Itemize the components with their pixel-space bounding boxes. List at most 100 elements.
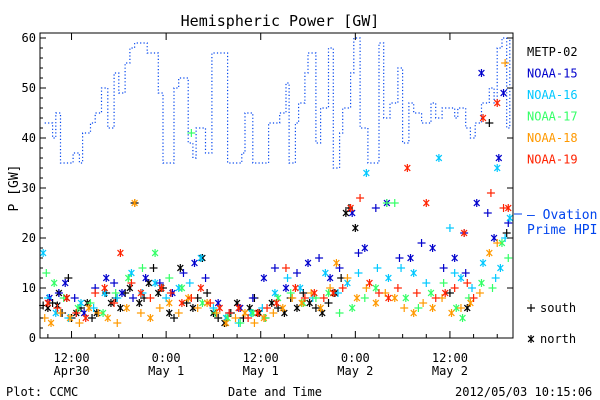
north-point — [216, 304, 224, 312]
north-point — [451, 254, 458, 262]
x-tick-label-date: May 2 — [432, 364, 468, 378]
north-point — [304, 259, 312, 267]
south-point — [136, 309, 145, 317]
south-point — [356, 194, 365, 202]
north-point — [478, 279, 485, 287]
south-point — [179, 269, 188, 277]
north-point — [260, 314, 268, 322]
x-tick-label-date: May 2 — [337, 364, 373, 378]
north-point — [385, 294, 392, 302]
north-point — [292, 284, 299, 292]
south-point — [393, 284, 402, 292]
north-point — [363, 169, 370, 177]
north-point — [427, 289, 435, 297]
north-point — [486, 249, 493, 257]
north-point — [151, 279, 159, 287]
south-point — [483, 209, 492, 217]
y-tick-label: 30 — [22, 181, 36, 195]
south-point — [193, 304, 202, 312]
north-point — [178, 284, 186, 292]
south-point — [231, 314, 240, 322]
north-point — [273, 299, 280, 307]
south-point — [158, 284, 167, 292]
north-point — [460, 229, 468, 237]
north-point — [66, 314, 74, 322]
x-tick-label-date: May 1 — [243, 364, 279, 378]
south-point — [439, 279, 448, 287]
x-tick-label-date: May 1 — [148, 364, 184, 378]
south-point — [146, 294, 155, 302]
south-point — [412, 289, 421, 297]
north-point — [410, 309, 417, 317]
south-point — [149, 264, 158, 272]
north-point — [47, 319, 55, 327]
north-point — [282, 284, 290, 292]
north-point — [452, 304, 460, 312]
north-point — [385, 274, 392, 282]
north-point — [131, 199, 138, 207]
south-point — [113, 294, 122, 302]
south-point — [354, 249, 363, 257]
south-point — [374, 289, 383, 297]
south-point — [390, 199, 399, 207]
south-point — [127, 279, 136, 287]
south-point — [354, 269, 363, 277]
legend-entry: NOAA-16 — [527, 88, 578, 102]
north-point — [317, 304, 324, 312]
south-point — [91, 289, 100, 297]
north-point — [165, 309, 173, 317]
north-point — [457, 274, 465, 282]
y-tick-label: 40 — [22, 131, 36, 145]
north-point — [197, 254, 205, 262]
north-point — [279, 304, 287, 312]
north-point — [372, 299, 380, 307]
north-point — [102, 274, 110, 282]
south-point — [485, 119, 494, 127]
north-point — [117, 249, 124, 257]
north-point — [235, 304, 242, 312]
south-point — [445, 224, 454, 232]
y-tick-label: 0 — [29, 331, 36, 345]
north-point — [459, 314, 466, 322]
chart-title: Hemispheric Power [GW] — [181, 12, 380, 30]
north-point — [366, 279, 373, 287]
north-point — [473, 199, 481, 207]
south-point — [225, 309, 234, 317]
south-point — [456, 304, 465, 312]
north-point — [478, 69, 485, 77]
south-point — [113, 319, 122, 327]
south-point — [111, 289, 120, 297]
south-point — [94, 309, 103, 317]
north-point — [254, 309, 261, 317]
north-point — [402, 294, 410, 302]
south-point — [324, 299, 333, 307]
north-point — [495, 154, 503, 162]
south-point — [501, 59, 510, 67]
north-point — [165, 299, 173, 307]
plot-timestamp: 2012/05/03 10:15:06 — [455, 385, 592, 399]
south-point — [311, 304, 320, 312]
ovation-hpi-line — [44, 37, 511, 169]
south-point — [170, 314, 179, 322]
south-point — [475, 289, 484, 297]
south-point — [236, 319, 245, 327]
north-point — [39, 249, 47, 257]
north-point — [361, 244, 369, 252]
north-point — [490, 234, 498, 242]
series-noaa-18 — [40, 59, 510, 327]
y-tick-label: 20 — [22, 231, 36, 245]
north-point — [117, 304, 124, 312]
north-point — [260, 274, 268, 282]
south-point — [486, 189, 495, 197]
north-point — [151, 249, 159, 257]
north-point — [504, 204, 512, 212]
south-point — [250, 319, 259, 327]
north-point — [82, 314, 90, 322]
x-tick-label-date: Apr30 — [53, 364, 89, 378]
legend-entry: NOAA-17 — [527, 110, 578, 124]
legend: METP-02 NOAA-15 NOAA-16 NOAA-17 NOAA-18 NOAA-… — [527, 45, 578, 167]
south-point — [72, 309, 81, 317]
series-noaa-15 — [46, 69, 513, 317]
south-point — [155, 304, 164, 312]
south-point — [269, 309, 278, 317]
